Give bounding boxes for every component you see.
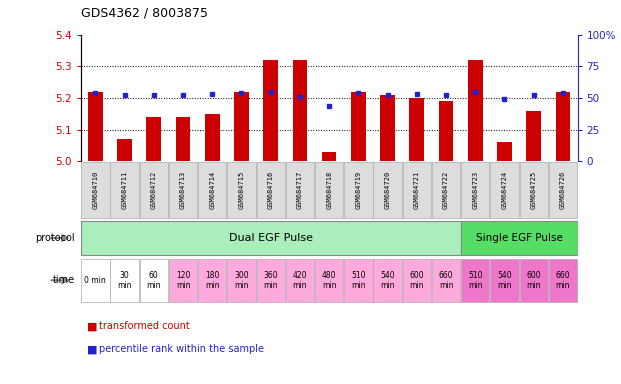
Text: 600
min: 600 min bbox=[409, 271, 424, 290]
Text: 180
min: 180 min bbox=[205, 271, 219, 290]
Text: GDS4362 / 8003875: GDS4362 / 8003875 bbox=[81, 6, 208, 19]
Bar bbox=[176, 117, 190, 161]
Text: 30
min: 30 min bbox=[117, 271, 132, 290]
FancyBboxPatch shape bbox=[402, 259, 431, 302]
Text: time: time bbox=[52, 275, 75, 285]
Bar bbox=[322, 152, 337, 161]
Text: 540
min: 540 min bbox=[497, 271, 512, 290]
Text: GSM684715: GSM684715 bbox=[238, 171, 245, 209]
Text: GSM684723: GSM684723 bbox=[472, 171, 478, 209]
Bar bbox=[497, 142, 512, 161]
Text: protocol: protocol bbox=[35, 233, 75, 243]
FancyBboxPatch shape bbox=[549, 162, 577, 218]
FancyBboxPatch shape bbox=[227, 162, 256, 218]
FancyBboxPatch shape bbox=[461, 259, 489, 302]
Text: GSM684712: GSM684712 bbox=[151, 171, 156, 209]
FancyBboxPatch shape bbox=[520, 162, 548, 218]
Text: GSM684717: GSM684717 bbox=[297, 171, 303, 209]
FancyBboxPatch shape bbox=[81, 221, 461, 255]
Text: 120
min: 120 min bbox=[176, 271, 190, 290]
Text: 600
min: 600 min bbox=[527, 271, 541, 290]
Text: 360
min: 360 min bbox=[263, 271, 278, 290]
FancyBboxPatch shape bbox=[169, 259, 197, 302]
FancyBboxPatch shape bbox=[111, 162, 138, 218]
FancyBboxPatch shape bbox=[491, 162, 519, 218]
Bar bbox=[468, 60, 483, 161]
Text: 510
min: 510 min bbox=[351, 271, 366, 290]
Bar bbox=[147, 117, 161, 161]
FancyBboxPatch shape bbox=[344, 259, 373, 302]
Bar bbox=[438, 101, 453, 161]
FancyBboxPatch shape bbox=[227, 259, 256, 302]
FancyBboxPatch shape bbox=[373, 259, 402, 302]
FancyBboxPatch shape bbox=[315, 162, 343, 218]
Text: GSM684726: GSM684726 bbox=[560, 171, 566, 209]
FancyBboxPatch shape bbox=[81, 259, 109, 302]
Bar bbox=[380, 95, 395, 161]
Text: GSM684711: GSM684711 bbox=[122, 171, 127, 209]
Text: GSM684724: GSM684724 bbox=[502, 171, 507, 209]
Text: ■: ■ bbox=[87, 344, 97, 354]
FancyBboxPatch shape bbox=[402, 162, 431, 218]
Text: GSM684725: GSM684725 bbox=[531, 171, 537, 209]
Text: 480
min: 480 min bbox=[322, 271, 337, 290]
FancyBboxPatch shape bbox=[491, 259, 519, 302]
Bar bbox=[234, 92, 249, 161]
Text: GSM684714: GSM684714 bbox=[209, 171, 215, 209]
Bar bbox=[409, 98, 424, 161]
Text: 510
min: 510 min bbox=[468, 271, 483, 290]
Text: transformed count: transformed count bbox=[99, 321, 190, 331]
FancyBboxPatch shape bbox=[549, 259, 577, 302]
FancyBboxPatch shape bbox=[198, 259, 227, 302]
Text: 300
min: 300 min bbox=[234, 271, 249, 290]
FancyBboxPatch shape bbox=[286, 259, 314, 302]
Text: Single EGF Pulse: Single EGF Pulse bbox=[476, 233, 563, 243]
Text: ■: ■ bbox=[87, 321, 97, 331]
Text: GSM684710: GSM684710 bbox=[93, 171, 98, 209]
FancyBboxPatch shape bbox=[111, 259, 138, 302]
Text: 660
min: 660 min bbox=[556, 271, 570, 290]
FancyBboxPatch shape bbox=[373, 162, 402, 218]
FancyBboxPatch shape bbox=[432, 162, 460, 218]
Text: GSM684721: GSM684721 bbox=[414, 171, 420, 209]
FancyBboxPatch shape bbox=[140, 162, 168, 218]
Bar bbox=[527, 111, 541, 161]
FancyBboxPatch shape bbox=[344, 162, 373, 218]
Bar bbox=[205, 114, 220, 161]
Text: percentile rank within the sample: percentile rank within the sample bbox=[99, 344, 265, 354]
FancyBboxPatch shape bbox=[520, 259, 548, 302]
Text: 540
min: 540 min bbox=[380, 271, 395, 290]
Bar bbox=[351, 92, 366, 161]
Text: GSM684718: GSM684718 bbox=[326, 171, 332, 209]
FancyBboxPatch shape bbox=[432, 259, 460, 302]
Bar bbox=[117, 139, 132, 161]
FancyBboxPatch shape bbox=[461, 221, 578, 255]
Text: 60
min: 60 min bbox=[147, 271, 161, 290]
Bar bbox=[263, 60, 278, 161]
Text: 660
min: 660 min bbox=[438, 271, 453, 290]
FancyBboxPatch shape bbox=[140, 259, 168, 302]
FancyBboxPatch shape bbox=[81, 162, 109, 218]
Bar bbox=[556, 92, 570, 161]
Bar bbox=[88, 92, 102, 161]
Text: GSM684720: GSM684720 bbox=[384, 171, 391, 209]
FancyBboxPatch shape bbox=[461, 162, 489, 218]
Text: GSM684713: GSM684713 bbox=[180, 171, 186, 209]
Text: GSM684716: GSM684716 bbox=[268, 171, 274, 209]
Text: Dual EGF Pulse: Dual EGF Pulse bbox=[229, 233, 313, 243]
Text: 420
min: 420 min bbox=[292, 271, 307, 290]
Text: 0 min: 0 min bbox=[84, 276, 106, 285]
FancyBboxPatch shape bbox=[256, 162, 285, 218]
FancyBboxPatch shape bbox=[256, 259, 285, 302]
FancyBboxPatch shape bbox=[315, 259, 343, 302]
Text: GSM684719: GSM684719 bbox=[355, 171, 361, 209]
FancyBboxPatch shape bbox=[169, 162, 197, 218]
FancyBboxPatch shape bbox=[286, 162, 314, 218]
Text: GSM684722: GSM684722 bbox=[443, 171, 449, 209]
Bar bbox=[292, 60, 307, 161]
FancyBboxPatch shape bbox=[198, 162, 227, 218]
